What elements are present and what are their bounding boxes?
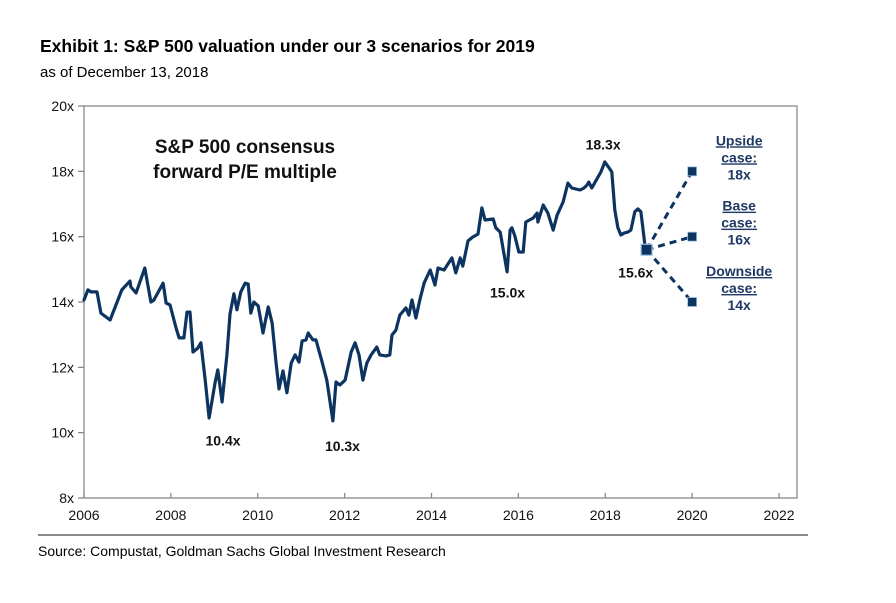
inset-title: S&P 500 consensus forward P/E multiple	[153, 137, 337, 183]
scenario-marker-downside	[687, 297, 698, 307]
x-tick-label: 2018	[590, 507, 621, 523]
annotation-label: 18.3x	[586, 137, 621, 153]
annotation-label: 15.0x	[490, 284, 525, 300]
scenario-value-label: 16x	[727, 232, 751, 248]
scenario-label-case: case:	[721, 149, 757, 165]
scenario-value-label: 14x	[727, 297, 751, 313]
source-note: Source: Compustat, Goldman Sachs Global …	[38, 543, 446, 559]
annotation-label: 10.3x	[325, 438, 360, 454]
x-tick-label: 2012	[329, 507, 360, 523]
scenario-label-case: case:	[721, 280, 757, 296]
y-tick-label: 16x	[51, 229, 74, 245]
scenario-line-downside	[645, 248, 694, 303]
x-tick-label: 2010	[242, 507, 273, 523]
x-tick-label: 2006	[68, 507, 99, 523]
scenario-label-upside: Upside	[716, 132, 763, 148]
exhibit-title: Exhibit 1: S&P 500 valuation under our 3…	[40, 36, 535, 56]
scenarios-layer: Upsidecase:18xBasecase:16xDownsidecase:1…	[640, 132, 772, 313]
x-tick-label: 2014	[416, 507, 447, 523]
annotation-label: 10.4x	[205, 433, 240, 449]
annotation-label: 15.6x	[618, 265, 653, 281]
axes: 8x 10x 12x 14x 16x 18x 20x 2006 2008 2010 2012 2014…	[51, 98, 798, 523]
scenario-line-base	[646, 235, 693, 252]
y-tick-label: 8x	[59, 490, 74, 506]
scenario-label-base: Base	[722, 198, 756, 214]
exhibit-subtitle: as of December 13, 2018	[40, 64, 209, 81]
source-divider	[38, 534, 808, 536]
y-tick-label: 18x	[51, 163, 74, 179]
scenario-value-label: 18x	[727, 166, 751, 182]
series-layer	[82, 160, 648, 423]
y-tick-label: 12x	[51, 359, 74, 375]
x-tick-label: 2022	[763, 507, 794, 523]
inset-title-line-1: S&P 500 consensus	[155, 137, 335, 158]
scenario-marker-upside	[687, 166, 698, 177]
scenario-label-case: case:	[721, 215, 757, 231]
x-tick-label: 2008	[155, 507, 186, 523]
y-tick-label: 10x	[51, 425, 74, 441]
x-tick-label: 2016	[503, 507, 534, 523]
inset-title-line-2: forward P/E multiple	[153, 162, 337, 183]
y-tick-label: 20x	[51, 98, 74, 114]
scenario-line-upside	[645, 170, 694, 251]
series-line-pe	[82, 160, 648, 423]
x-tick-label: 2020	[677, 507, 708, 523]
scenario-label-downside: Downside	[706, 263, 772, 279]
y-tick-label: 14x	[51, 294, 74, 310]
scenario-marker-base	[687, 231, 698, 242]
scenario-start-marker	[640, 243, 653, 256]
annotations-layer: 10.4x 10.3x 15.0x 18.3x 15.6x	[205, 137, 653, 454]
